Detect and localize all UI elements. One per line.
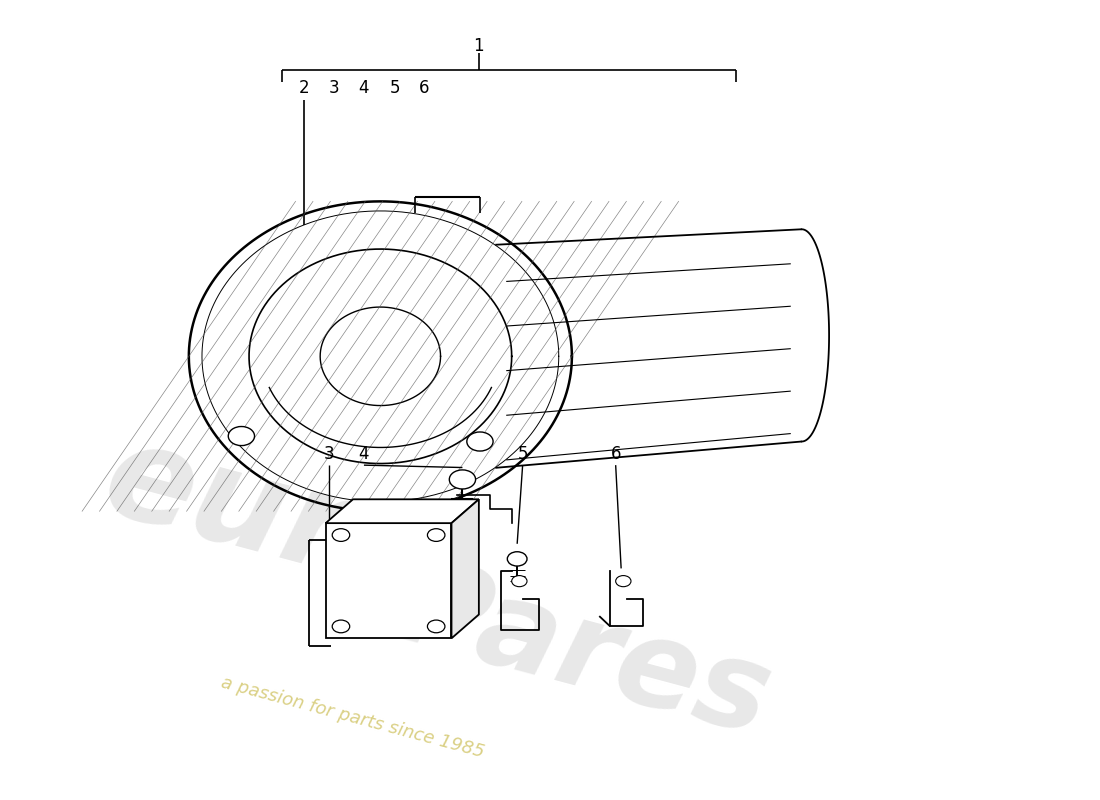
Circle shape	[466, 432, 493, 451]
Polygon shape	[451, 499, 478, 638]
Circle shape	[229, 426, 254, 446]
Text: 4: 4	[359, 78, 370, 97]
Text: 3: 3	[329, 78, 340, 97]
Text: 2: 2	[298, 78, 309, 97]
Text: 3: 3	[323, 445, 334, 463]
Text: 6: 6	[419, 78, 429, 97]
Text: 6: 6	[610, 445, 620, 463]
Text: 5: 5	[517, 445, 528, 463]
Text: 1: 1	[473, 38, 484, 55]
Text: a passion for parts since 1985: a passion for parts since 1985	[219, 674, 486, 762]
Text: 5: 5	[389, 78, 399, 97]
Circle shape	[449, 470, 475, 489]
Circle shape	[428, 620, 444, 633]
Circle shape	[428, 529, 444, 542]
Circle shape	[616, 575, 631, 586]
Circle shape	[332, 529, 350, 542]
Circle shape	[512, 575, 527, 586]
Polygon shape	[326, 499, 478, 523]
Text: 4: 4	[359, 445, 370, 463]
Text: euro: euro	[90, 414, 451, 625]
Text: Pares: Pares	[386, 549, 783, 760]
Circle shape	[332, 620, 350, 633]
Circle shape	[507, 552, 527, 566]
FancyBboxPatch shape	[326, 523, 451, 638]
